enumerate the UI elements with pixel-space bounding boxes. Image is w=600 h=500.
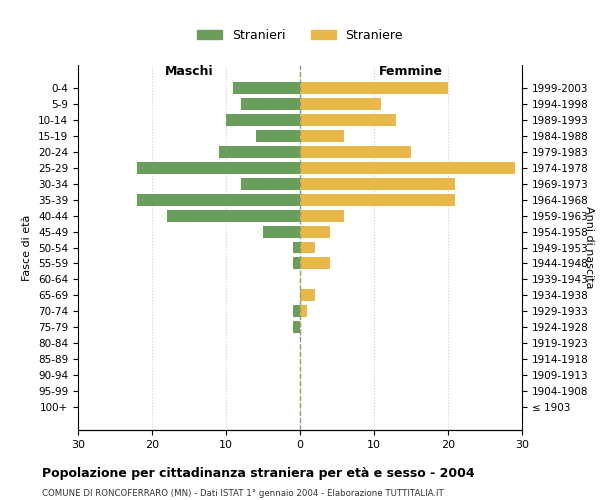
Bar [137, 162, 300, 173]
Bar [300, 290, 315, 302]
Bar [256, 130, 300, 141]
Y-axis label: Fasce di età: Fasce di età [22, 214, 32, 280]
Bar [300, 242, 315, 254]
Legend: Stranieri, Straniere: Stranieri, Straniere [192, 24, 408, 47]
Bar [137, 194, 300, 205]
Bar [300, 258, 329, 270]
Bar [233, 82, 300, 94]
Bar [300, 226, 329, 237]
Bar [293, 306, 300, 318]
Bar [293, 242, 300, 254]
Bar [241, 178, 300, 190]
Bar [300, 146, 411, 158]
Bar [226, 114, 300, 126]
Text: COMUNE DI RONCOFERRARO (MN) - Dati ISTAT 1° gennaio 2004 - Elaborazione TUTTITAL: COMUNE DI RONCOFERRARO (MN) - Dati ISTAT… [42, 489, 444, 498]
Bar [293, 258, 300, 270]
Bar [300, 178, 455, 190]
Y-axis label: Anni di nascita: Anni di nascita [584, 206, 594, 289]
Bar [300, 114, 396, 126]
Bar [300, 194, 455, 205]
Bar [167, 210, 300, 222]
Text: Maschi: Maschi [164, 65, 214, 78]
Bar [300, 210, 344, 222]
Bar [300, 306, 307, 318]
Text: Femmine: Femmine [379, 65, 443, 78]
Bar [300, 98, 382, 110]
Bar [300, 162, 515, 173]
Bar [241, 98, 300, 110]
Bar [300, 130, 344, 141]
Bar [218, 146, 300, 158]
Bar [300, 82, 448, 94]
Bar [263, 226, 300, 237]
Text: Popolazione per cittadinanza straniera per età e sesso - 2004: Popolazione per cittadinanza straniera p… [42, 468, 475, 480]
Bar [293, 322, 300, 334]
